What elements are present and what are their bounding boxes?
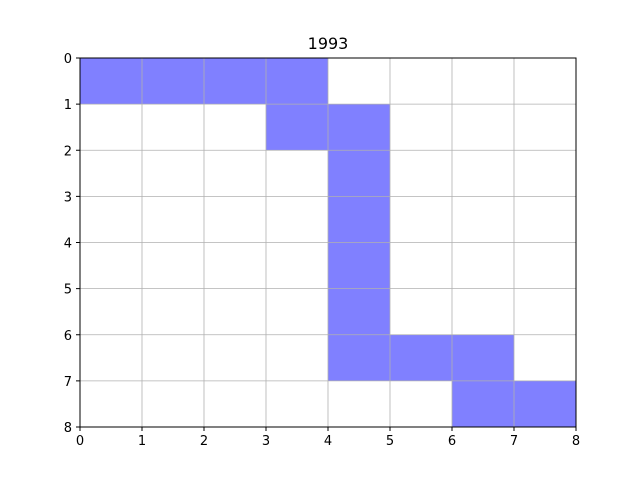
x-tick-label: 5 (386, 434, 394, 449)
filled-cell (328, 288, 390, 335)
chart-title: 1993 (308, 34, 349, 53)
y-tick-label: 0 (64, 52, 72, 67)
filled-cell (142, 58, 204, 105)
x-axis: 0 1 2 3 4 5 6 7 8 (76, 427, 580, 449)
filled-cell (328, 242, 390, 289)
x-tick-label: 1 (138, 434, 146, 449)
x-tick-label: 6 (448, 434, 456, 449)
filled-cell (514, 380, 576, 427)
y-tick-label: 5 (64, 283, 72, 298)
y-tick-label: 7 (64, 375, 72, 390)
filled-cell (266, 104, 328, 151)
filled-cell (452, 380, 514, 427)
filled-cell (328, 196, 390, 243)
x-tick-label: 4 (324, 434, 332, 449)
y-tick-label: 3 (64, 190, 72, 205)
y-axis: 0 1 2 3 4 5 6 7 8 (64, 52, 80, 436)
y-tick-label: 2 (64, 144, 72, 159)
cells-layer (80, 58, 576, 427)
filled-cell (204, 58, 266, 105)
filled-cell (266, 58, 328, 105)
x-tick-label: 3 (262, 434, 270, 449)
y-tick-label: 4 (64, 237, 72, 252)
y-tick-label: 1 (64, 98, 72, 113)
x-tick-label: 7 (510, 434, 518, 449)
filled-cell (328, 334, 390, 381)
grid-layer (79, 57, 577, 428)
filled-cell (452, 334, 514, 381)
filled-cell (328, 104, 390, 151)
y-tick-label: 6 (64, 329, 72, 344)
filled-cell (328, 150, 390, 197)
x-tick-label: 8 (572, 434, 580, 449)
filled-cell (80, 58, 142, 105)
filled-cell (390, 334, 452, 381)
y-tick-label: 8 (64, 421, 72, 436)
x-tick-label: 0 (76, 434, 84, 449)
x-tick-label: 2 (200, 434, 208, 449)
